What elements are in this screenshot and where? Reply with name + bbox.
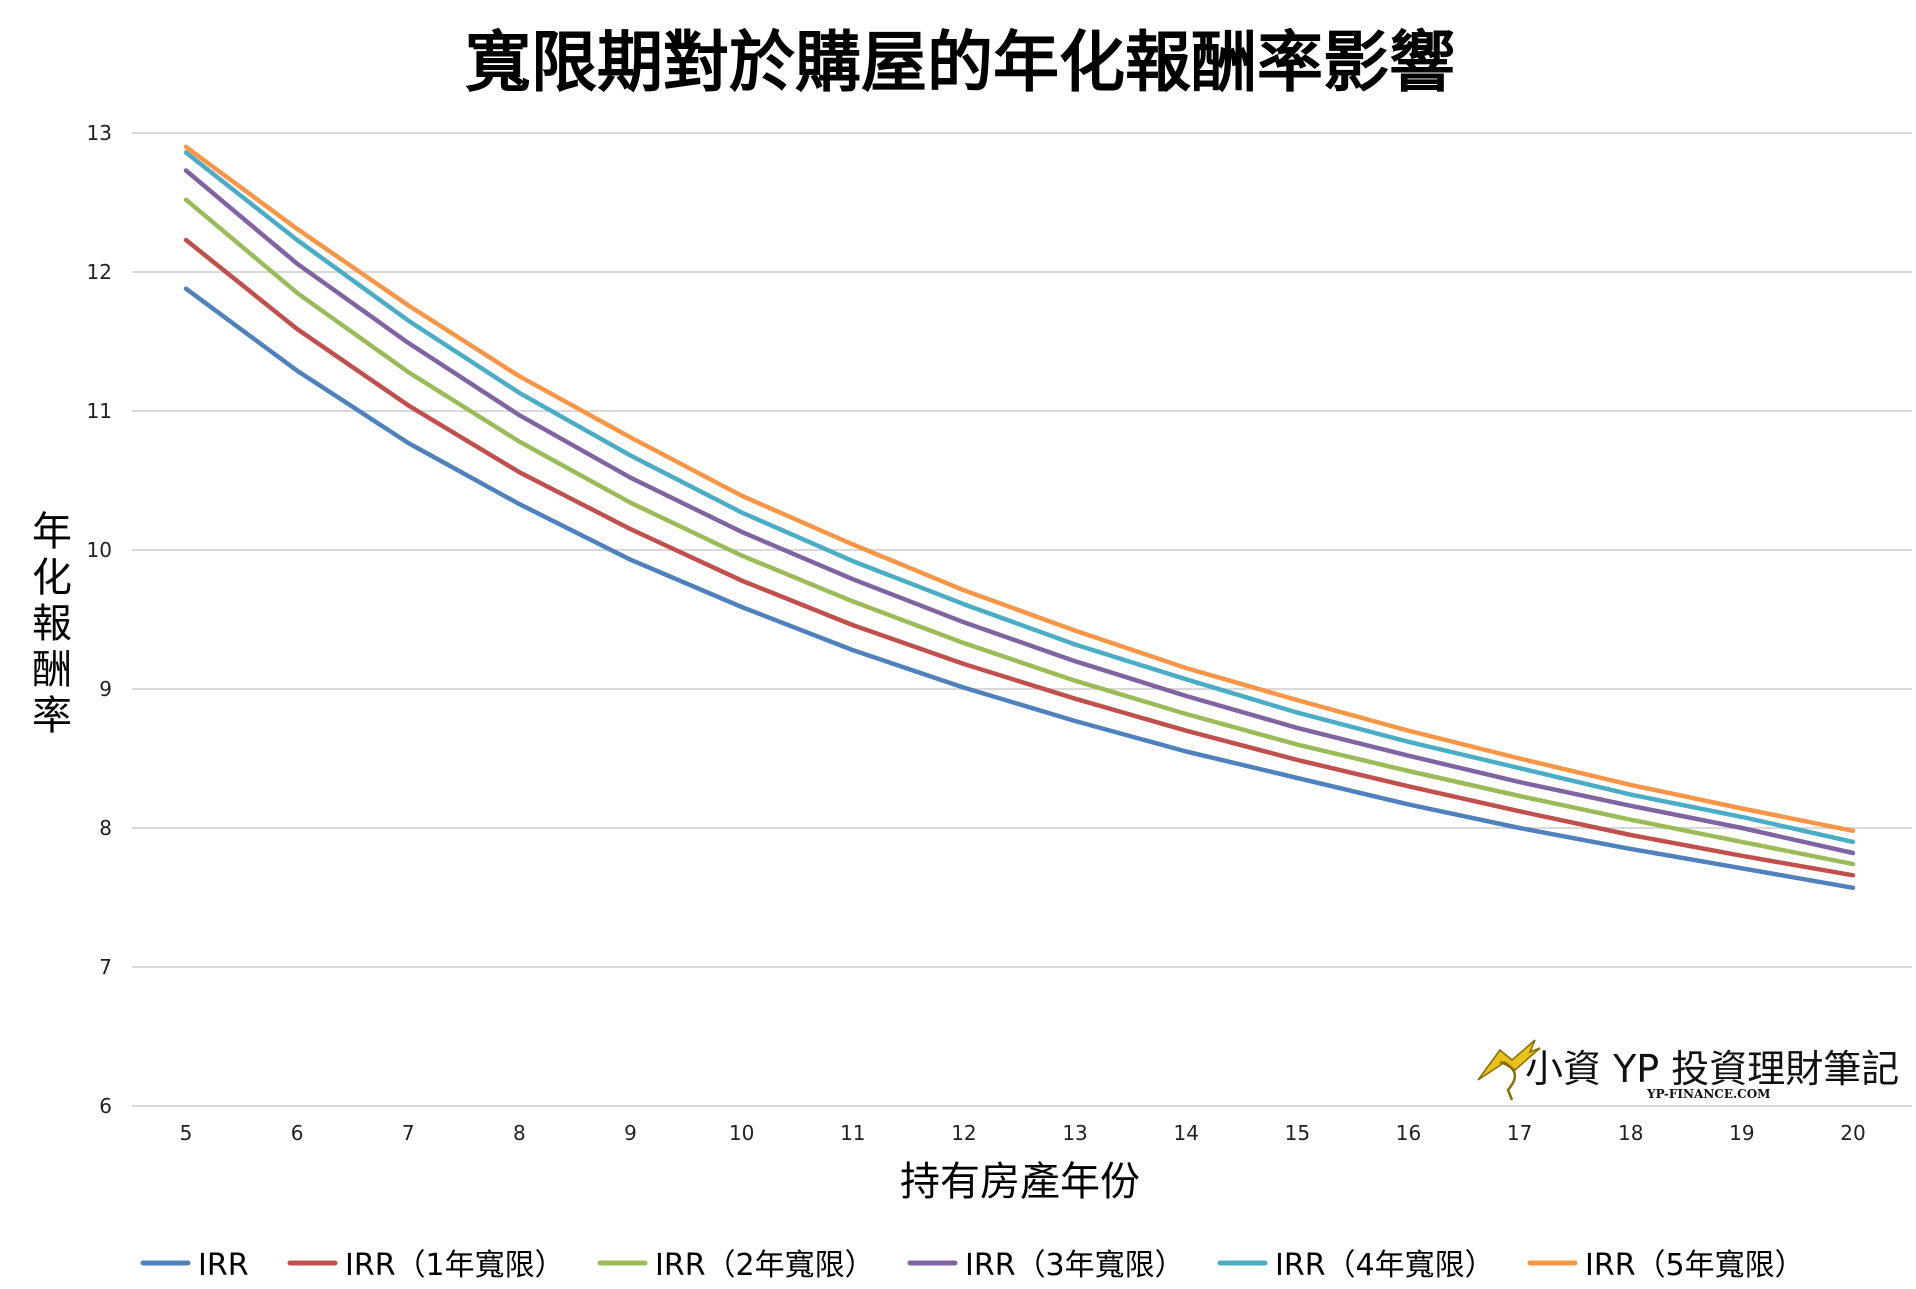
logo-swirl-icon [1499,1060,1517,1101]
x-tick-label: 18 [1618,1121,1643,1145]
x-tick-label: 20 [1840,1121,1865,1145]
y-tick-label: 10 [87,538,112,562]
y-tick-label: 6 [99,1094,112,1118]
y-tick-label: 13 [87,121,112,145]
x-tick-label: 14 [1173,1121,1198,1145]
x-tick-label: 6 [291,1121,304,1145]
x-tick-label: 17 [1507,1121,1532,1145]
series-line [183,168,1856,856]
legend-label: IRR（5年寬限） [1585,1248,1805,1283]
x-tick-label: 12 [951,1121,976,1145]
y-tick-label: 12 [87,260,112,284]
x-tick-label: 7 [402,1121,415,1145]
series-line [183,197,1856,867]
legend-item: IRR（2年寬限） [597,1248,875,1283]
legend-label: IRR（2年寬限） [655,1248,875,1283]
series-line [183,150,1856,845]
x-tick-label: 5 [180,1121,193,1145]
x-tick-label: 11 [840,1121,865,1145]
series-line [183,286,1856,891]
x-tick-label: 10 [729,1121,754,1145]
y-axis-label-char: 酬 [32,647,72,693]
legend-label: IRR（1年寬限） [345,1248,565,1283]
legend-item: IRR（3年寬限） [907,1248,1185,1283]
y-axis-label-char: 年 [32,509,72,555]
x-tick-label: 16 [1396,1121,1421,1145]
series-line [183,144,1856,834]
legend-label: IRR [198,1248,249,1283]
series-lines [183,144,1856,891]
y-axis-label-char: 化 [32,555,72,601]
watermark-text: 小資 YP 投資理財筆記 [1525,1047,1899,1091]
x-tick-label: 9 [624,1121,637,1145]
y-axis-ticks: 6 7 8 9 10 11 12 13 [87,121,112,1118]
y-axis-label: 年化報酬率 [32,509,72,739]
y-tick-label: 9 [99,677,112,701]
series-line [183,237,1856,878]
y-tick-label: 11 [87,399,112,423]
x-tick-label: 15 [1285,1121,1310,1145]
legend: IRR IRR（1年寬限） IRR（2年寬限） IRR（3年寬限） IRR（4年寬限） I… [140,1248,1805,1283]
y-axis-label-char: 率 [32,693,72,739]
legend-item: IRR（4年寬限） [1217,1248,1495,1283]
y-axis-label-char: 報 [32,601,72,647]
y-tick-label: 7 [99,955,112,979]
x-tick-label: 13 [1062,1121,1087,1145]
legend-item: IRR（5年寬限） [1527,1248,1805,1283]
y-tick-label: 8 [99,816,112,840]
legend-item: IRR [140,1248,249,1283]
x-tick-label: 8 [513,1121,526,1145]
gridlines [132,132,1912,1107]
legend-label: IRR（3年寬限） [965,1248,1185,1283]
legend-item: IRR（1年寬限） [287,1248,565,1283]
x-axis-ticks: 5 6 7 8 9 10 11 12 13 14 15 16 17 18 19 20 [180,1121,1866,1145]
x-tick-label: 19 [1729,1121,1754,1145]
watermark-logo: 小資 YP 投資理財筆記 YP-FINANCE.COM [1477,1039,1899,1101]
chart-title: 寬限期對於購屋的年化報酬率影響 [465,24,1455,101]
legend-label: IRR（4年寬限） [1275,1248,1495,1283]
x-axis-label: 持有房產年份 [900,1159,1140,1205]
watermark-url: YP-FINANCE.COM [1646,1087,1770,1101]
